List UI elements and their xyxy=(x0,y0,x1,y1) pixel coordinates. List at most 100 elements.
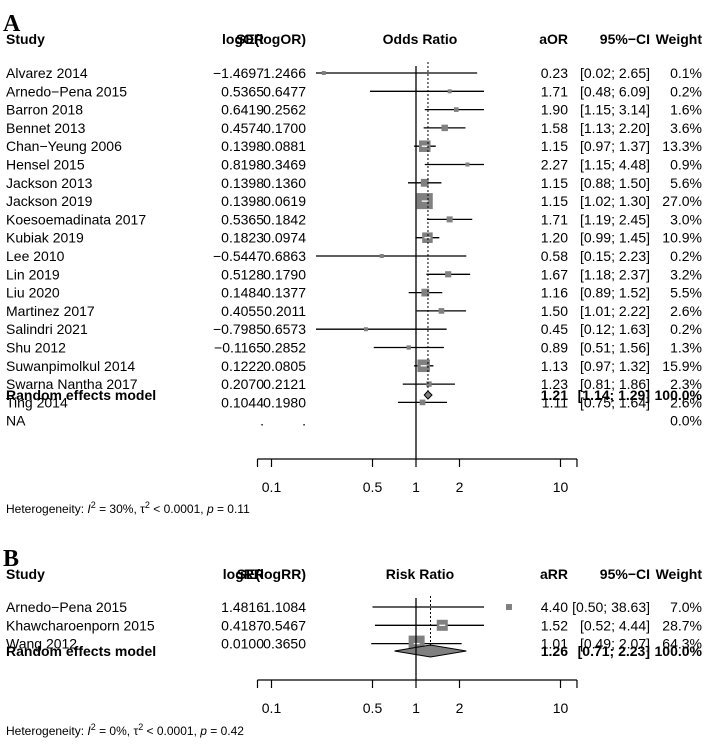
study-row: Barron 2018 0.6419 0.2562 1.90 [1.15; 3.14] 1… xyxy=(6,102,702,118)
axis-tick-label: 10 xyxy=(553,700,569,716)
confidence-interval: [0.51; 1.56] xyxy=(580,340,650,356)
study-name: Bennet 2013 xyxy=(6,120,86,136)
standard-error: 0.2562 xyxy=(263,102,306,118)
effect-square xyxy=(419,399,426,406)
effect-square xyxy=(447,89,452,94)
effect-square xyxy=(421,288,430,297)
log-estimate: . xyxy=(260,413,264,429)
log-estimate: 0.1484 xyxy=(221,285,264,301)
effect-value: 0.58 xyxy=(541,248,568,264)
header-ci: 95%−CI xyxy=(600,566,650,582)
confidence-interval: [1.15; 3.14] xyxy=(580,102,650,118)
log-estimate: −0.7985 xyxy=(213,321,264,337)
effect-square xyxy=(426,381,432,387)
standard-error: 0.6573 xyxy=(263,321,306,337)
effect-value: 1.67 xyxy=(541,266,568,282)
weight-value: 7.0% xyxy=(670,599,702,615)
weight-value: 3.6% xyxy=(670,120,702,136)
confidence-interval: [0.97; 1.37] xyxy=(580,138,650,154)
study-name: Arnedo−Pena 2015 xyxy=(6,599,127,615)
effect-value: 0.45 xyxy=(541,321,568,337)
effect-square xyxy=(445,271,452,278)
weight-value: 5.5% xyxy=(670,285,702,301)
weight-value: 27.0% xyxy=(662,193,702,209)
effect-value: 1.23 xyxy=(541,376,568,392)
effect-square xyxy=(446,216,453,223)
confidence-interval: [0.15; 2.23] xyxy=(580,248,650,264)
effect-value: 0.23 xyxy=(541,65,568,81)
effect-square xyxy=(438,308,445,314)
study-row: Martinez 2017 0.4055 0.2011 1.50 [1.01; 2.22… xyxy=(6,303,702,319)
weight-value: 3.2% xyxy=(670,266,702,282)
effect-value: 1.71 xyxy=(541,83,568,99)
summary-label: Random effects model xyxy=(6,387,156,403)
effect-value: 1.52 xyxy=(541,617,568,633)
effect-value: 2.27 xyxy=(541,157,568,173)
header-effect: aOR xyxy=(539,31,568,47)
axis-tick-label: 10 xyxy=(553,479,569,495)
study-row: Khawcharoenporn 2015 0.4187 0.5467 1.52 [0.5… xyxy=(6,617,702,633)
summary-weight: 100.0% xyxy=(655,643,703,659)
study-name: Wang 2012 xyxy=(6,636,77,652)
summary-ci: [0.71; 2.23] xyxy=(578,643,650,659)
panel-label: B xyxy=(3,546,19,572)
log-estimate: 0.5128 xyxy=(221,266,264,282)
effect-square xyxy=(321,71,326,75)
study-row: Arnedo−Pena 2015 0.5365 0.6477 1.71 [0.48; 6… xyxy=(6,83,702,99)
confidence-interval: [0.75; 1.64] xyxy=(580,394,650,410)
standard-error: 0.1700 xyxy=(263,120,306,136)
log-estimate: 0.4055 xyxy=(221,303,264,319)
log-estimate: 0.4574 xyxy=(221,120,264,136)
confidence-interval: [1.01; 2.22] xyxy=(580,303,650,319)
confidence-interval: [0.50; 38.63] xyxy=(572,599,650,615)
study-row: Chan−Yeung 2006 0.1398 0.0881 1.15 [0.97; 1.… xyxy=(6,138,702,154)
summary-row: Random effects model 1.21 [1.14; 1.29] 100.… xyxy=(6,387,703,403)
standard-error: 1.1084 xyxy=(263,599,306,615)
study-name: Jackson 2019 xyxy=(6,193,93,209)
study-name: Salindri 2021 xyxy=(6,321,88,337)
study-name: Liu 2020 xyxy=(6,285,60,301)
log-estimate: 0.1398 xyxy=(221,175,264,191)
effect-square xyxy=(453,107,459,112)
confidence-interval: [0.97; 1.32] xyxy=(580,358,650,374)
effect-value: 1.01 xyxy=(541,636,568,652)
study-name: Kubiak 2019 xyxy=(6,230,84,246)
study-name: Ting 2014 xyxy=(6,394,68,410)
header-weight: Weight xyxy=(656,31,703,47)
header-se: SE(logRR) xyxy=(237,566,306,582)
weight-value: 0.0% xyxy=(670,413,702,429)
standard-error: 0.3469 xyxy=(263,157,306,173)
summary-diamond xyxy=(423,390,433,400)
log-estimate: 0.1222 xyxy=(221,358,264,374)
weight-value: 1.3% xyxy=(670,340,702,356)
standard-error: 0.3650 xyxy=(263,636,306,652)
weight-value: 15.9% xyxy=(662,358,702,374)
weight-value: 3.0% xyxy=(670,211,702,227)
header-ci: 95%−CI xyxy=(600,31,650,47)
study-row: Jackson 2019 0.1398 0.0619 1.15 [1.02; 1.30]… xyxy=(6,193,702,210)
effect-square xyxy=(406,345,411,350)
log-estimate: 0.1398 xyxy=(221,193,264,209)
heterogeneity-text: Heterogeneity: I2 = 0%, τ2 < 0.0001, p =… xyxy=(6,722,244,738)
confidence-interval: [0.88; 1.50] xyxy=(580,175,650,191)
study-row: Salindri 2021 −0.7985 0.6573 0.45 [0.12; 1.6… xyxy=(6,321,702,337)
header-estimate: logOR xyxy=(222,31,264,47)
log-estimate: 1.4816 xyxy=(221,599,264,615)
standard-error: 1.2466 xyxy=(263,65,306,81)
effect-square xyxy=(363,327,368,332)
confidence-interval: [1.18; 2.37] xyxy=(580,266,650,282)
weight-value: 5.6% xyxy=(670,175,702,191)
study-name: Khawcharoenporn 2015 xyxy=(6,617,155,633)
effect-square xyxy=(441,124,448,132)
study-row: Wang 2012 0.0100 0.3650 1.01 [0.49; 2.07] 64.… xyxy=(6,635,702,652)
heterogeneity-text: Heterogeneity: I2 = 30%, τ2 < 0.0001, p … xyxy=(6,500,250,516)
effect-square xyxy=(420,178,429,187)
study-row: Lin 2019 0.5128 0.1790 1.67 [1.18; 2.37] 3.2% xyxy=(6,266,702,282)
effect-value: 1.20 xyxy=(541,230,568,246)
standard-error: 0.1360 xyxy=(263,175,306,191)
header-plot-title: Odds Ratio xyxy=(383,31,458,47)
weight-value: 2.6% xyxy=(670,303,702,319)
weight-value: 13.3% xyxy=(662,138,702,154)
study-name: Barron 2018 xyxy=(6,102,83,118)
